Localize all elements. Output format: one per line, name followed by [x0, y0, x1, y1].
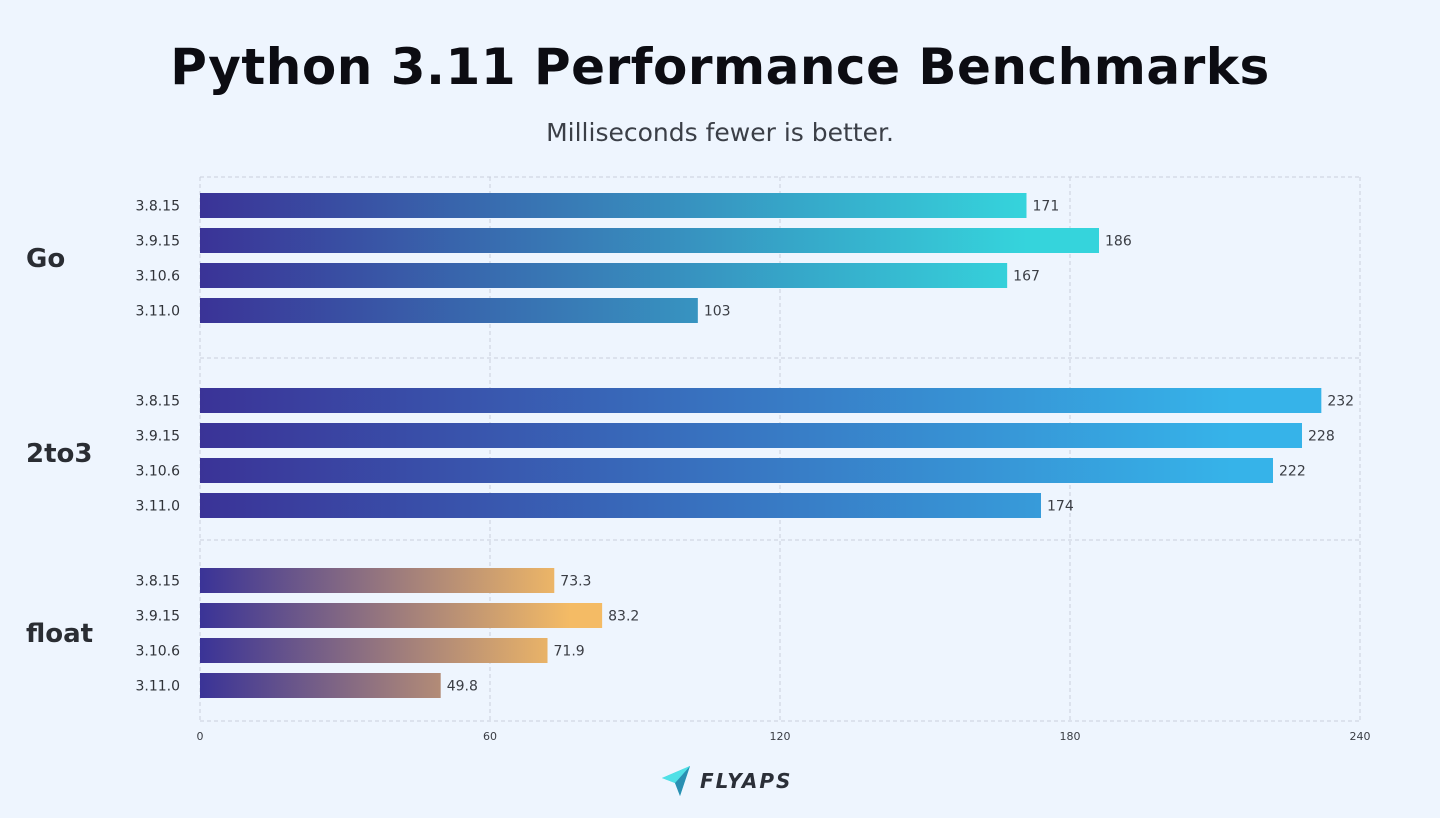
bar [200, 193, 1027, 218]
category-label: 3.9.15 [135, 609, 180, 625]
category-label: 3.11.0 [135, 304, 180, 320]
value-label: 73.3 [560, 574, 591, 590]
category-label: 3.10.6 [135, 464, 180, 480]
x-tick-label: 120 [770, 730, 791, 743]
group-label: 2to3 [26, 439, 92, 469]
value-label: 174 [1047, 499, 1074, 515]
bar [200, 263, 1008, 288]
chart-title: Python 3.11 Performance Benchmarks [170, 38, 1270, 96]
value-label: 222 [1279, 464, 1306, 480]
label-layer: 0 60 120 180 240 Go 3.8.15 171 3.9.15 186 3.10.6 16… [26, 199, 1371, 744]
category-label: 3.9.15 [135, 429, 180, 445]
bar [200, 458, 1273, 483]
category-label: 3.8.15 [135, 394, 180, 410]
x-tick-label: 60 [483, 730, 497, 743]
group-label: Go [26, 244, 65, 274]
group-label: float [26, 619, 93, 649]
value-label: 71.9 [554, 644, 585, 660]
chart-subtitle: Milliseconds fewer is better. [546, 118, 894, 147]
grid-layer [199, 176, 1361, 722]
bar [200, 673, 441, 698]
value-label: 186 [1105, 234, 1132, 250]
bar [200, 298, 698, 323]
category-label: 3.11.0 [135, 499, 180, 515]
category-label: 3.10.6 [135, 644, 180, 660]
value-label: 232 [1327, 394, 1354, 410]
category-label: 3.8.15 [135, 199, 180, 215]
x-tick-label: 180 [1060, 730, 1081, 743]
value-label: 167 [1013, 269, 1040, 285]
bar [200, 388, 1322, 413]
category-label: 3.11.0 [135, 679, 180, 695]
value-label: 171 [1033, 199, 1060, 215]
x-tick-label: 240 [1350, 730, 1371, 743]
value-label: 49.8 [447, 679, 478, 695]
bar-layer [200, 193, 1322, 698]
bar [200, 423, 1302, 448]
bar [200, 228, 1099, 253]
bar [200, 493, 1041, 518]
x-tick-label: 0 [197, 730, 204, 743]
bar [200, 603, 603, 628]
bar [200, 568, 555, 593]
category-label: 3.8.15 [135, 574, 180, 590]
category-label: 3.10.6 [135, 269, 180, 285]
paper-plane-icon [662, 766, 690, 796]
value-label: 103 [704, 304, 731, 320]
brand-logo: FLYAPS [660, 764, 792, 798]
value-label: 228 [1308, 429, 1335, 445]
bar [200, 638, 548, 663]
brand-name: FLYAPS [700, 769, 793, 793]
value-label: 83.2 [608, 609, 639, 625]
category-label: 3.9.15 [135, 234, 180, 250]
